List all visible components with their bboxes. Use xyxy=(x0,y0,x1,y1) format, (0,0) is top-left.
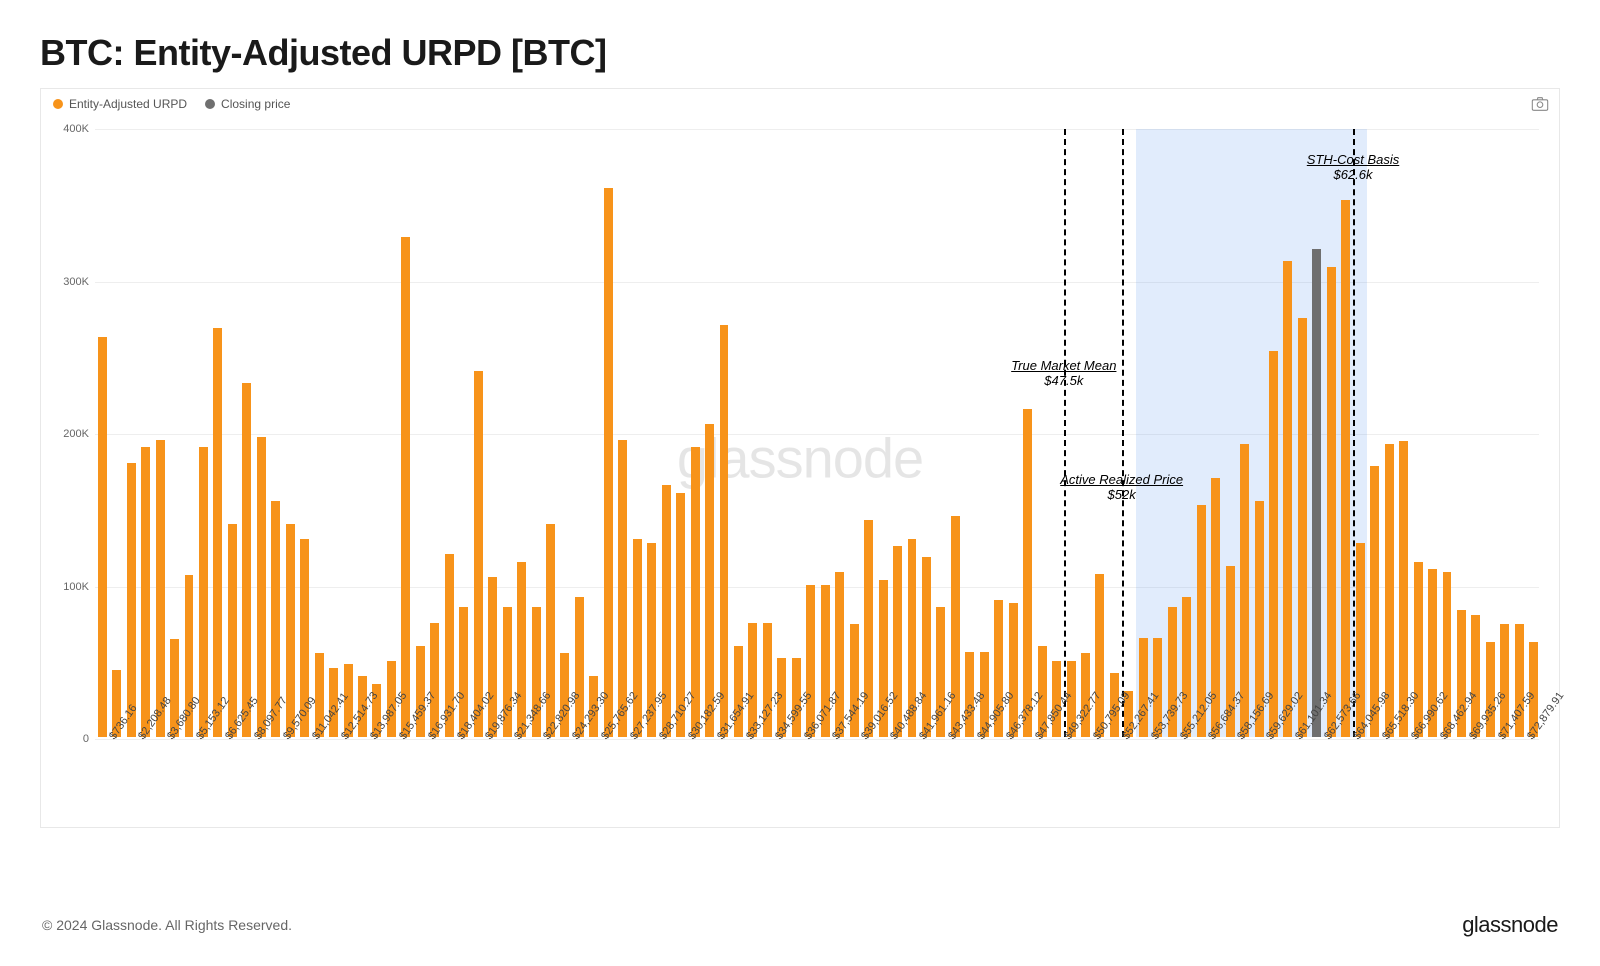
urpd-bar xyxy=(1341,200,1350,737)
footer-brand: glassnode xyxy=(1462,912,1558,938)
urpd-bar xyxy=(633,539,642,737)
urpd-bar xyxy=(488,577,497,737)
legend-swatch-urpd xyxy=(53,99,63,109)
camera-icon[interactable] xyxy=(1531,97,1549,111)
legend-item-urpd: Entity-Adjusted URPD xyxy=(53,97,187,111)
urpd-bar xyxy=(127,463,136,738)
legend-swatch-closing xyxy=(205,99,215,109)
urpd-bar xyxy=(98,337,107,737)
urpd-bar xyxy=(922,557,931,737)
urpd-bar xyxy=(893,546,902,737)
urpd-bar xyxy=(705,424,714,737)
y-tick-label: 200K xyxy=(45,428,89,440)
page-root: BTC: Entity-Adjusted URPD [BTC] Entity-A… xyxy=(0,0,1600,966)
urpd-bar xyxy=(835,572,844,737)
footer: © 2024 Glassnode. All Rights Reserved. g… xyxy=(42,912,1558,938)
urpd-bar xyxy=(806,585,815,738)
y-tick-label: 0 xyxy=(45,733,89,745)
urpd-bar xyxy=(1298,318,1307,737)
urpd-bar xyxy=(1356,543,1365,737)
urpd-bar xyxy=(1095,574,1104,737)
urpd-bar xyxy=(141,447,150,737)
y-tick-label: 100K xyxy=(45,581,89,593)
urpd-bar xyxy=(1023,409,1032,737)
closing-price-bar xyxy=(1312,249,1321,737)
gridline xyxy=(95,739,1539,740)
y-tick-label: 300K xyxy=(45,276,89,288)
bars-layer: $736.16$2,208.48$3,680.80$5,153.12$6,625… xyxy=(95,129,1539,737)
legend-label-urpd: Entity-Adjusted URPD xyxy=(69,97,187,111)
urpd-bar xyxy=(517,562,526,737)
plot-area: 0100K200K300K400K True Market Mean$47.5k… xyxy=(95,129,1539,737)
urpd-bar xyxy=(1269,351,1278,737)
urpd-bar xyxy=(1283,261,1292,737)
chart-container: Entity-Adjusted URPD Closing price glass… xyxy=(40,88,1560,828)
legend-item-closing: Closing price xyxy=(205,97,290,111)
y-tick-label: 400K xyxy=(45,123,89,135)
urpd-bar xyxy=(213,328,222,737)
urpd-bar xyxy=(257,437,266,737)
legend: Entity-Adjusted URPD Closing price xyxy=(53,97,290,111)
footer-copyright: © 2024 Glassnode. All Rights Reserved. xyxy=(42,917,292,933)
urpd-bar xyxy=(618,440,627,737)
urpd-bar xyxy=(1327,267,1336,737)
legend-label-closing: Closing price xyxy=(221,97,290,111)
chart-title: BTC: Entity-Adjusted URPD [BTC] xyxy=(40,32,1560,74)
urpd-bar xyxy=(1399,441,1408,737)
urpd-bar xyxy=(1443,572,1452,737)
urpd-bar xyxy=(474,371,483,737)
urpd-bar xyxy=(720,325,729,737)
urpd-bar xyxy=(156,440,165,737)
urpd-bar xyxy=(604,188,613,737)
urpd-bar xyxy=(1414,562,1423,737)
urpd-bar xyxy=(401,237,410,737)
urpd-bar xyxy=(199,447,208,737)
urpd-bar xyxy=(242,383,251,737)
